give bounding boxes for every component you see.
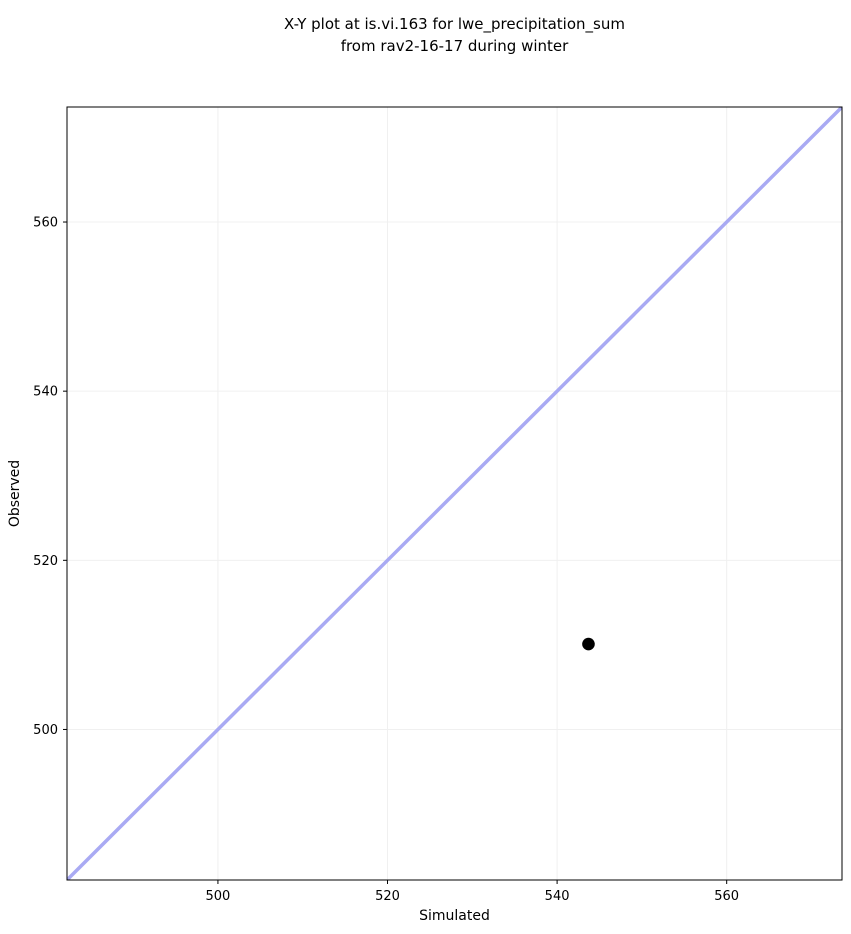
ticks-layer [63, 221, 728, 884]
y-tick-label: 520 [33, 554, 58, 569]
points-layer [582, 637, 595, 651]
x-tick-label: 560 [714, 889, 739, 904]
y-tick-label: 500 [33, 723, 58, 738]
series-layer [67, 107, 842, 880]
x-tick-label: 500 [206, 889, 231, 904]
y-tick-label: 560 [33, 216, 58, 231]
x-tick-label: 540 [545, 889, 570, 904]
data-point [582, 637, 595, 651]
x-tick-label: 520 [375, 889, 400, 904]
chart-title-line1: X-Y plot at is.vi.163 for lwe_precipitat… [284, 15, 625, 34]
plot-border [66, 106, 843, 881]
x-axis-label: Simulated [419, 908, 490, 924]
chart-title-line2: from rav2-16-17 during winter [341, 37, 569, 55]
tick-labels-layer: 500 520 540 560 500 520 540 560 [33, 216, 739, 904]
y-axis-label: Observed [7, 460, 23, 527]
grid-layer [67, 107, 842, 880]
identity-line [67, 107, 842, 880]
y-tick-label: 540 [33, 385, 58, 400]
